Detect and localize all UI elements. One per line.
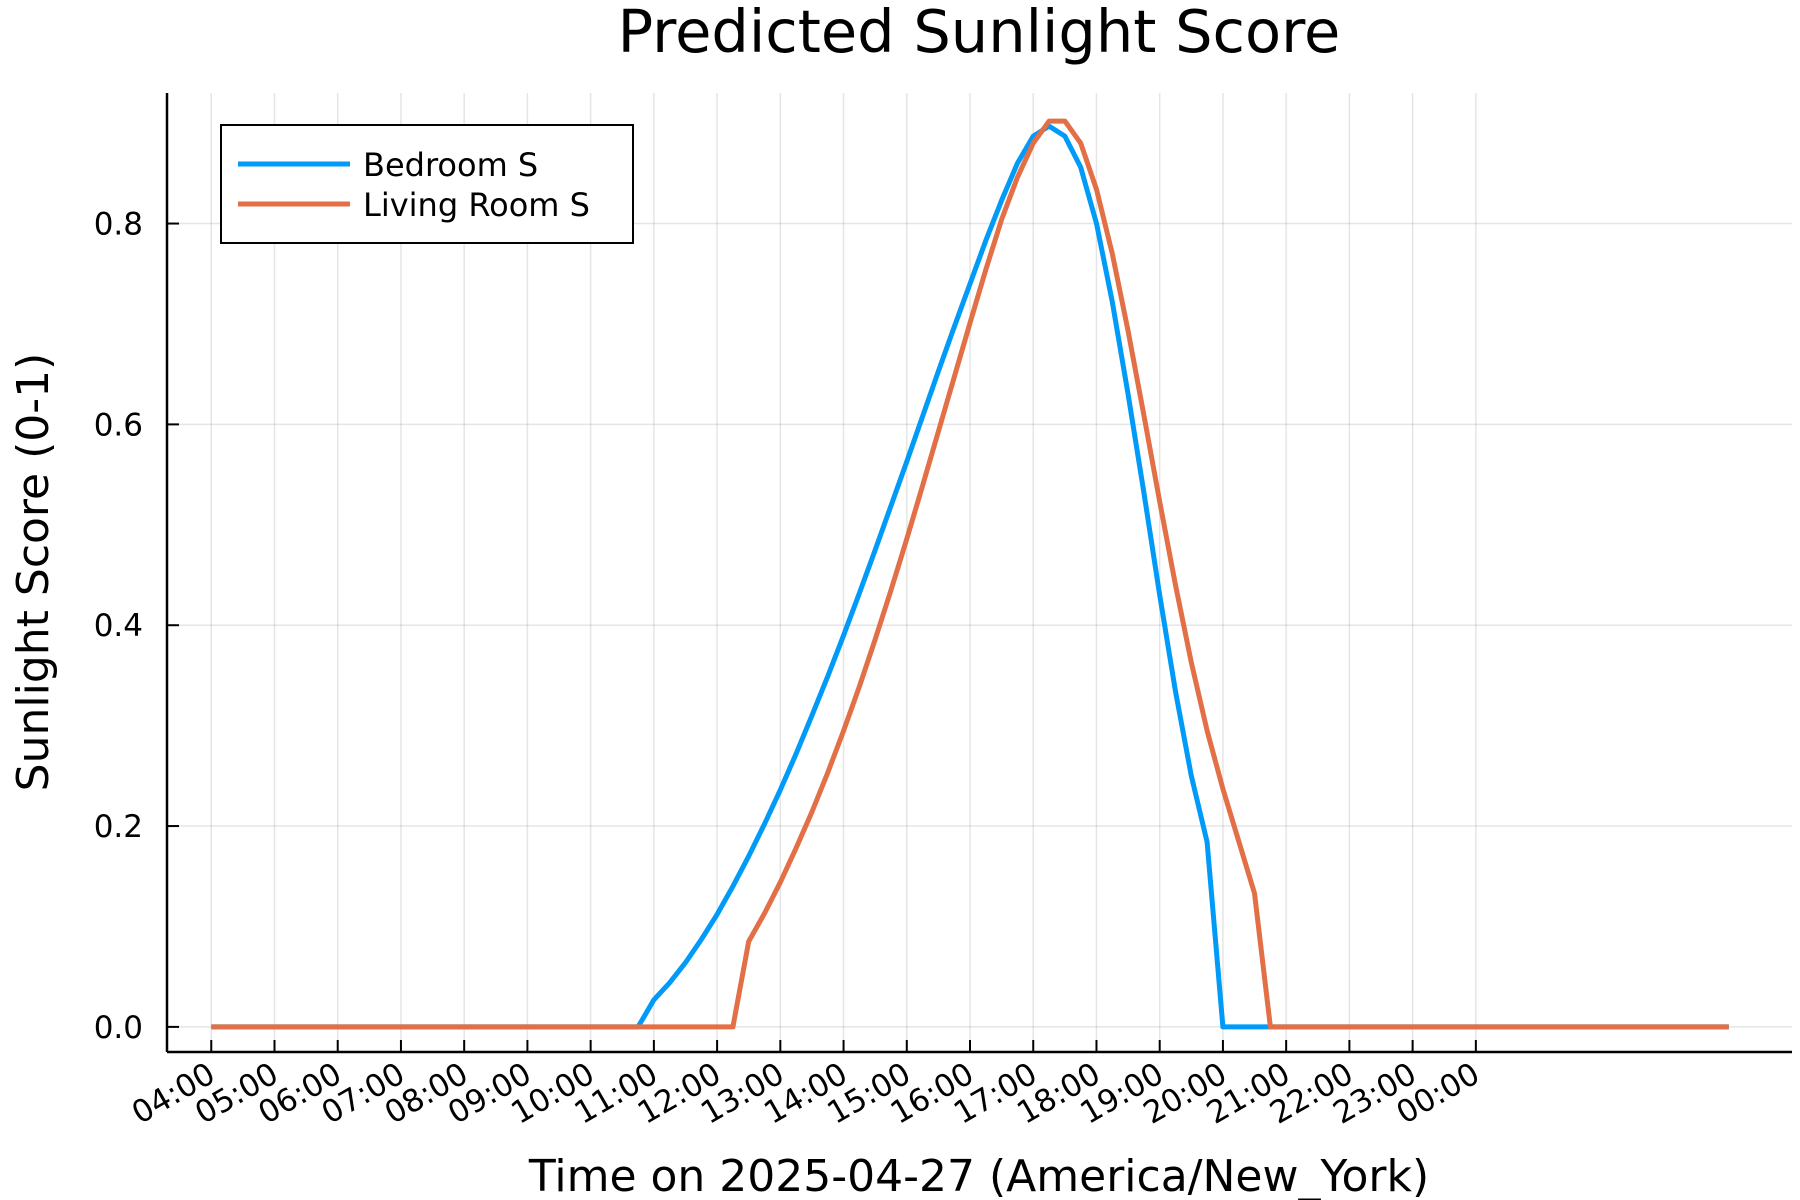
y-tick-label: 0.2 bbox=[94, 809, 143, 845]
y-tick-label: 0.6 bbox=[94, 407, 143, 443]
y-tick-label: 0.0 bbox=[94, 1010, 143, 1046]
x-axis-label: Time on 2025-04-27 (America/New_York) bbox=[528, 1151, 1429, 1200]
y-axis-label: Sunlight Score (0-1) bbox=[8, 353, 59, 792]
x-ticks: 04:0005:0006:0007:0008:0009:0010:0011:00… bbox=[126, 1040, 1486, 1132]
y-ticks: 0.0 0.2 0.4 0.6 0.8 bbox=[94, 207, 179, 1046]
series-group bbox=[211, 118, 1729, 1030]
legend-box bbox=[220, 124, 634, 244]
y-tick-label: 0.4 bbox=[94, 608, 143, 644]
legend-label-bedroom-s: Bedroom S bbox=[363, 146, 538, 184]
series-line-living-room-s bbox=[211, 118, 1729, 1030]
y-tick-label: 0.8 bbox=[94, 207, 143, 243]
legend-label-living-room-s: Living Room S bbox=[363, 186, 590, 224]
legend: Bedroom S Living Room S bbox=[220, 124, 634, 244]
series-line-bedroom-s bbox=[211, 123, 1729, 1030]
chart-title: Predicted Sunlight Score bbox=[618, 0, 1341, 66]
